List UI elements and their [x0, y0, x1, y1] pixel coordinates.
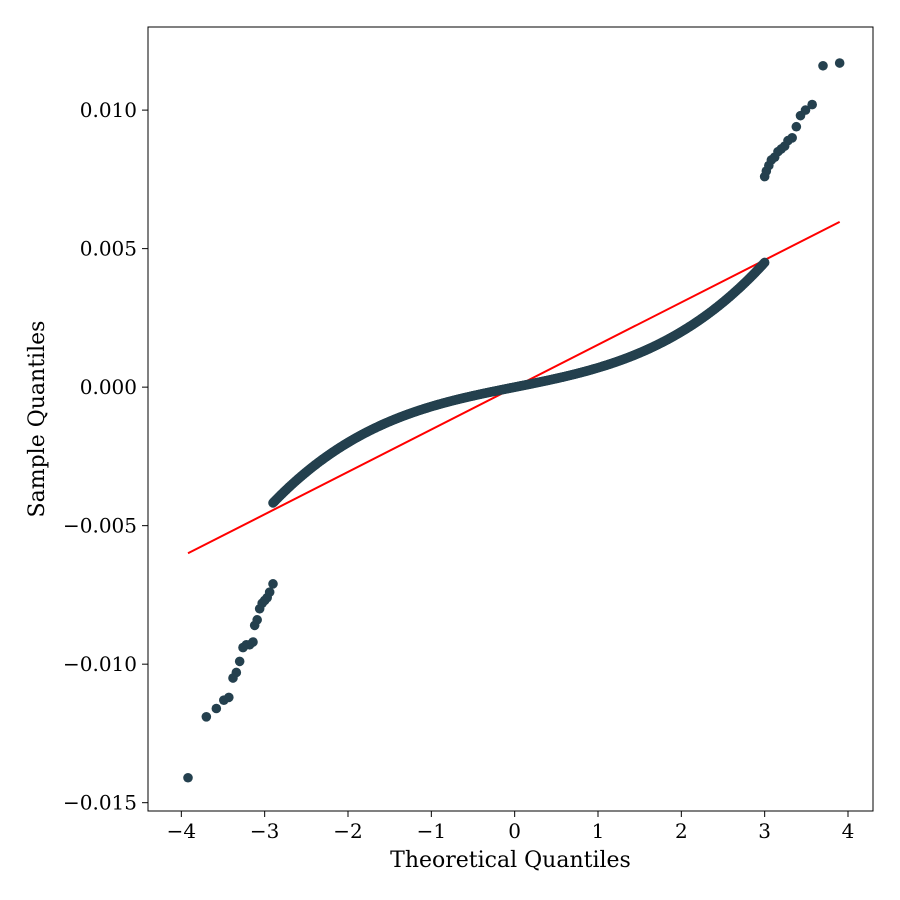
sample-point	[795, 110, 806, 121]
sample-point	[201, 712, 212, 722]
x-tick-label: 2	[675, 819, 688, 843]
sample-point	[234, 656, 245, 667]
sample-point	[759, 171, 770, 182]
y-tick-label: −0.015	[63, 791, 137, 815]
x-tick-label: 1	[592, 819, 605, 843]
y-tick-label: 0.010	[80, 98, 137, 122]
sample-point	[759, 257, 770, 268]
sample-point	[834, 58, 845, 68]
sample-point	[231, 667, 242, 678]
y-tick-label: −0.005	[63, 514, 137, 538]
sample-point	[818, 60, 828, 71]
y-tick-label: 0.000	[80, 375, 137, 399]
sample-point	[807, 99, 817, 110]
sample-point	[183, 772, 193, 783]
plot-background	[148, 27, 873, 811]
sample-point	[211, 703, 222, 714]
x-axis-label: Theoretical Quantiles	[390, 848, 631, 873]
plot-frame	[147, 26, 874, 812]
x-tick-label: −4	[167, 819, 196, 843]
x-tick-label: −2	[333, 819, 362, 843]
y-tick-label: 0.005	[80, 237, 137, 261]
x-tick-label: 4	[842, 819, 855, 843]
sample-point	[224, 692, 234, 703]
y-axis-label: Sample Quantiles	[25, 321, 50, 518]
sample-point	[248, 637, 258, 647]
sample-point	[791, 121, 802, 132]
x-tick-label: −1	[417, 819, 446, 843]
sample-point	[268, 579, 278, 589]
sample-point	[264, 587, 275, 597]
x-tick-label: 3	[758, 819, 771, 843]
sample-point	[252, 615, 262, 625]
x-tick-label: 0	[508, 819, 521, 843]
y-tick-label: −0.010	[63, 652, 137, 676]
x-tick-label: −3	[250, 819, 279, 843]
